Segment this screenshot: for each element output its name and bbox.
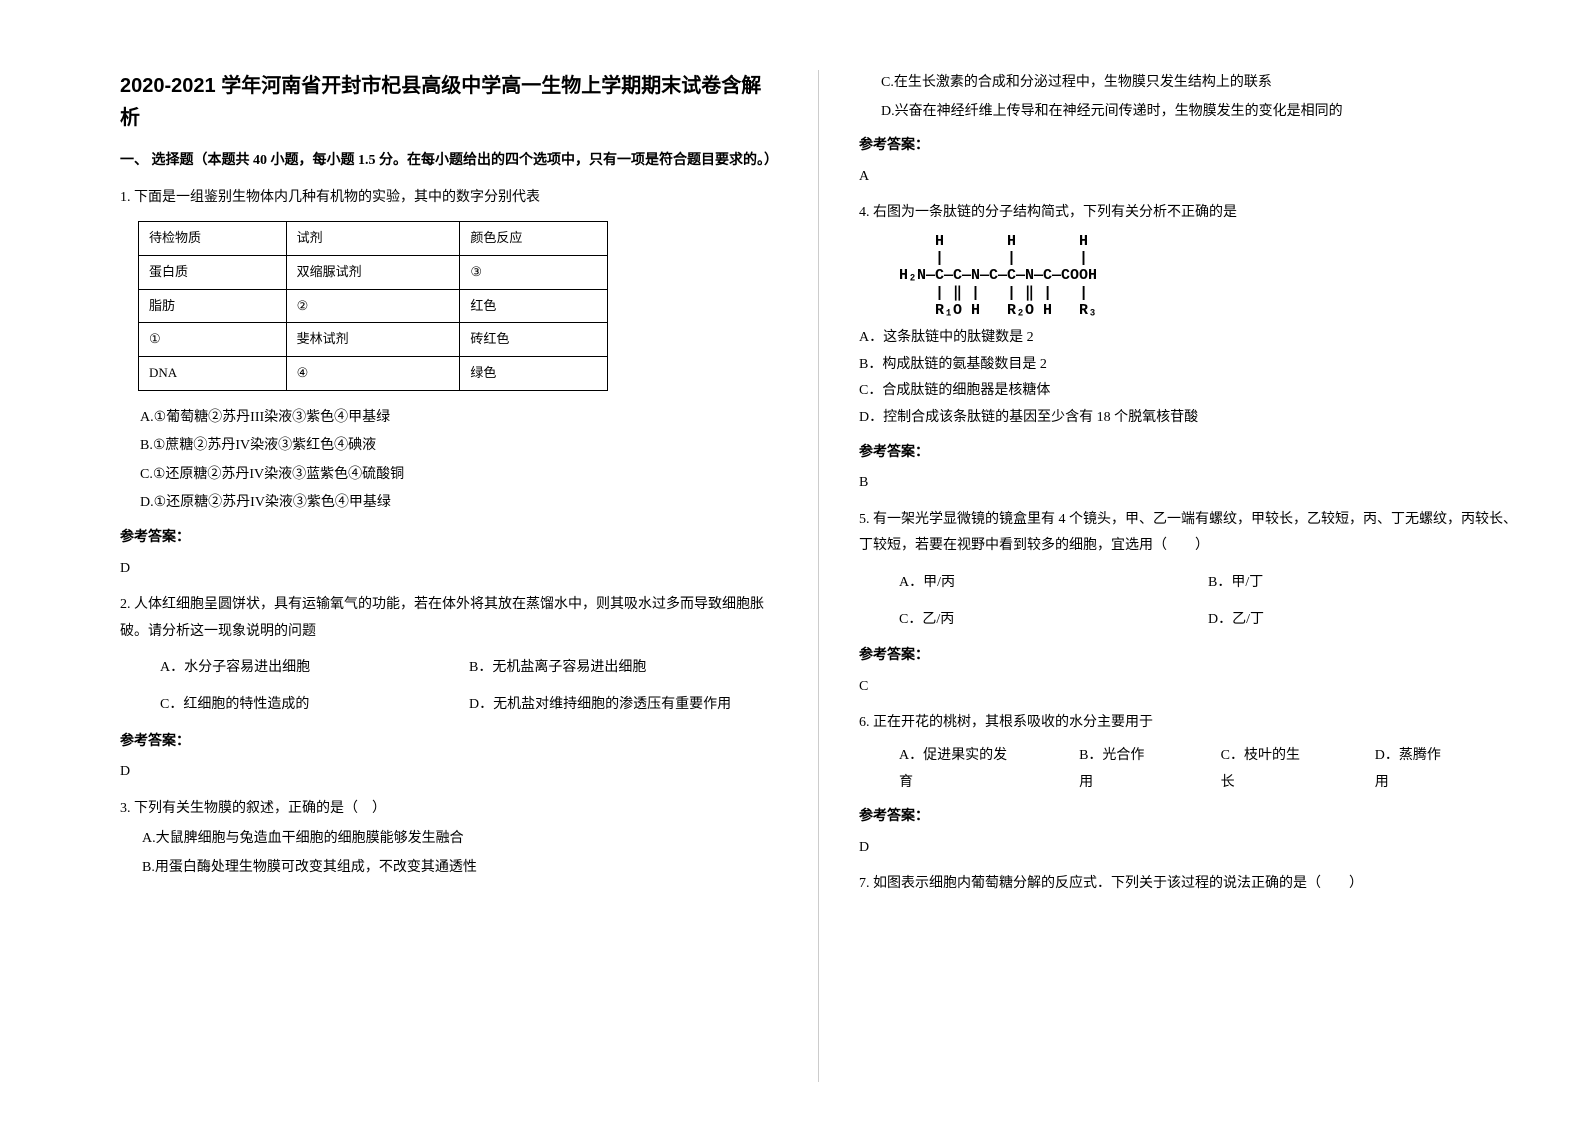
peptide-line: | ‖ | | ‖ | | (899, 285, 1088, 302)
table-cell: 试剂 (286, 222, 460, 256)
q1-text: 1. 下面是一组鉴别生物体内几种有机物的实验，其中的数字分别代表 (120, 185, 778, 212)
q3-option-b: B.用蛋白酶处理生物膜可改变其组成，不改变其通透性 (142, 855, 778, 882)
q6-answer-label: 参考答案： (859, 804, 1517, 831)
q4-text: 4. 右图为一条肽链的分子结构简式，下列有关分析不正确的是 (859, 200, 1517, 227)
table-row: DNA ④ 绿色 (139, 356, 608, 390)
table-row: 脂肪 ② 红色 (139, 289, 608, 323)
table-cell: ④ (286, 356, 460, 390)
q2-option-a: A．水分子容易进出细胞 (160, 655, 469, 682)
q5-text: 5. 有一架光学显微镜的镜盒里有 4 个镜头，甲、乙一端有螺纹，甲较长，乙较短，… (859, 507, 1517, 560)
q4-option-a: A．这条肽链中的肽键数是 2 (859, 325, 1517, 352)
table-cell: DNA (139, 356, 287, 390)
q4-option-b: B．构成肽链的氨基酸数目是 2 (859, 352, 1517, 379)
q3-option-c: C.在生长激素的合成和分泌过程中，生物膜只发生结构上的联系 (881, 70, 1517, 97)
q1-option-b: B.①蔗糖②苏丹IV染液③紫红色④碘液 (140, 433, 778, 460)
table-cell: ③ (460, 255, 608, 289)
document-title: 2020-2021 学年河南省开封市杞县高级中学高一生物上学期期末试卷含解析 (120, 70, 778, 134)
q2-option-c: C．红细胞的特性造成的 (160, 692, 469, 719)
q5-option-a: A．甲/丙 (899, 570, 1208, 597)
table-cell: 砖红色 (460, 323, 608, 357)
table-cell: ① (139, 323, 287, 357)
q2-answer-label: 参考答案： (120, 729, 778, 756)
q1-option-d: D.①还原糖②苏丹IV染液③紫色④甲基绿 (140, 490, 778, 517)
table-row: 待检物质 试剂 颜色反应 (139, 222, 608, 256)
q2-option-b: B．无机盐离子容易进出细胞 (469, 655, 778, 682)
table-cell: 红色 (460, 289, 608, 323)
q3-text: 3. 下列有关生物膜的叙述，正确的是（ ） (120, 796, 778, 823)
table-cell: 蛋白质 (139, 255, 287, 289)
table-cell: 双缩脲试剂 (286, 255, 460, 289)
section-header: 一、 选择题（本题共 40 小题，每小题 1.5 分。在每小题给出的四个选项中，… (120, 148, 778, 175)
q6-option-a: A．促进果实的发育 (899, 743, 1009, 796)
q1-answer: D (120, 556, 778, 583)
q5-answer-label: 参考答案： (859, 643, 1517, 670)
q3-option-d: D.兴奋在神经纤维上传导和在神经元间传递时，生物膜发生的变化是相同的 (881, 99, 1517, 126)
q2-text: 2. 人体红细胞呈圆饼状，具有运输氧气的功能，若在体外将其放在蒸馏水中，则其吸水… (120, 592, 778, 645)
q6-option-c: C．枝叶的生长 (1221, 743, 1305, 796)
q6-option-b: B．光合作用 (1079, 743, 1151, 796)
table-cell: 待检物质 (139, 222, 287, 256)
q5-option-b: B．甲/丁 (1208, 570, 1517, 597)
q5-answer: C (859, 674, 1517, 701)
q4-answer: B (859, 470, 1517, 497)
q4-option-c: C．合成肽链的细胞器是核糖体 (859, 378, 1517, 405)
table-cell: 绿色 (460, 356, 608, 390)
q6-answer: D (859, 835, 1517, 862)
peptide-line: H₂N—C—C—N—C—C—N—C—COOH (899, 267, 1097, 284)
peptide-line: R₁O H R₂O H R₃ (899, 302, 1097, 319)
table-row: ① 斐林试剂 砖红色 (139, 323, 608, 357)
table-cell: 颜色反应 (460, 222, 608, 256)
q1-table: 待检物质 试剂 颜色反应 蛋白质 双缩脲试剂 ③ 脂肪 ② 红色 ① 斐林试剂 … (138, 221, 608, 390)
q6-option-d: D．蒸腾作用 (1375, 743, 1447, 796)
q2-option-d: D．无机盐对维持细胞的渗透压有重要作用 (469, 692, 778, 719)
table-row: 蛋白质 双缩脲试剂 ③ (139, 255, 608, 289)
table-cell: ② (286, 289, 460, 323)
peptide-line: | | | (899, 250, 1088, 267)
q6-text: 6. 正在开花的桃树，其根系吸收的水分主要用于 (859, 710, 1517, 737)
table-cell: 脂肪 (139, 289, 287, 323)
q2-answer: D (120, 759, 778, 786)
q3-option-a: A.大鼠脾细胞与兔造血干细胞的细胞膜能够发生融合 (142, 826, 778, 853)
q4-option-d: D．控制合成该条肽链的基因至少含有 18 个脱氧核苷酸 (859, 405, 1517, 432)
q3-answer-label: 参考答案： (859, 133, 1517, 160)
q3-answer: A (859, 164, 1517, 191)
table-cell: 斐林试剂 (286, 323, 460, 357)
q1-option-a: A.①葡萄糖②苏丹III染液③紫色④甲基绿 (140, 405, 778, 432)
q5-option-c: C．乙/丙 (899, 607, 1208, 634)
peptide-structure-diagram: H H H | | | H₂N—C—C—N—C—C—N—C—COOH | ‖ |… (899, 233, 1517, 319)
q7-text: 7. 如图表示细胞内葡萄糖分解的反应式．下列关于该过程的说法正确的是（ ） (859, 871, 1517, 898)
peptide-line: H H H (899, 233, 1088, 250)
q5-option-d: D．乙/丁 (1208, 607, 1517, 634)
q1-answer-label: 参考答案： (120, 525, 778, 552)
q4-answer-label: 参考答案： (859, 440, 1517, 467)
q1-option-c: C.①还原糖②苏丹IV染液③蓝紫色④硫酸铜 (140, 462, 778, 489)
